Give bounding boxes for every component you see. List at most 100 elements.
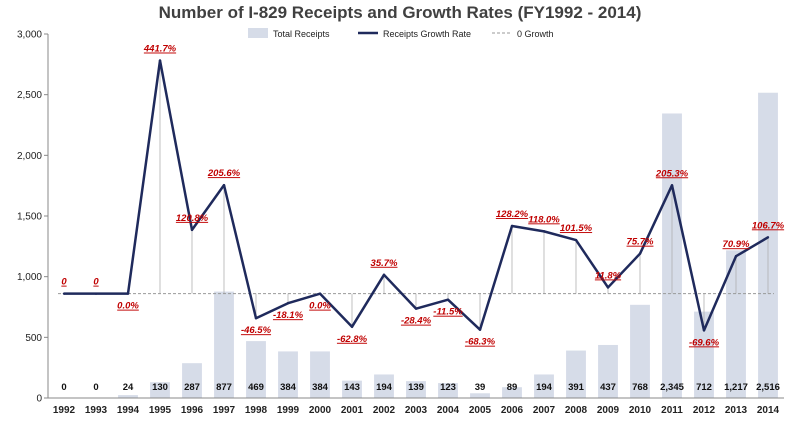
x-tick-label: 2012 (693, 405, 716, 416)
drop-lines (159, 60, 769, 331)
bar-labels: 0 0 24 130 287 877 469 384 384 143 194 139 123 39 89 19… (61, 382, 780, 393)
growth-rate-point (350, 325, 354, 328)
bar-value-label: 384 (312, 382, 329, 393)
bar-value-label: 194 (376, 382, 393, 393)
growth-rate-label: -11.5% (433, 307, 463, 318)
x-tick-label: 2003 (405, 405, 428, 416)
growth-rate-point (382, 273, 386, 277)
growth-rate-point (190, 228, 194, 232)
growth-rate-label: -46.5% (241, 325, 272, 336)
bar-value-label: 24 (123, 382, 134, 393)
growth-rate-point (286, 302, 290, 305)
y-tick-label: 1,500 (17, 212, 42, 223)
bar-value-label: 1,217 (724, 382, 748, 393)
legend: Total Receipts Receipts Growth Rate 0 Gr… (248, 28, 554, 39)
bar (150, 382, 170, 398)
bar-value-label: 391 (568, 382, 585, 393)
bar-value-label: 39 (475, 382, 486, 393)
growth-rate-label: 118.0% (528, 214, 560, 225)
bar (342, 380, 362, 398)
y-tick-label: 3,000 (17, 30, 42, 41)
chart-title: Number of I-829 Receipts and Growth Rate… (158, 3, 642, 22)
y-tick-label: 500 (25, 333, 42, 344)
growth-rate-label: 205.6% (207, 168, 241, 179)
bar-value-label: 768 (632, 382, 648, 393)
growth-rate-point (318, 292, 322, 295)
x-tick-label: 2008 (565, 405, 588, 416)
x-tick-label: 2013 (725, 405, 748, 416)
growth-rate-label: 120.8% (176, 213, 209, 224)
growth-rate-label: -18.1% (273, 310, 304, 321)
x-tick-label: 1997 (213, 405, 236, 416)
x-tick-label: 1998 (245, 405, 268, 416)
growth-rate-point (62, 292, 66, 295)
x-tick-label: 2009 (597, 405, 620, 416)
growth-rate-label: 70.9% (723, 239, 750, 250)
growth-rate-point (510, 224, 514, 228)
x-tick-label: 2005 (469, 405, 492, 416)
x-tick-label: 2010 (629, 405, 652, 416)
bar (118, 395, 138, 398)
growth-rate-point (670, 184, 674, 187)
bar-value-label: 139 (408, 382, 424, 393)
growth-rate-point (766, 236, 770, 239)
growth-rate-label: 205.3% (655, 168, 689, 179)
growth-rate-label: 441.7% (143, 44, 177, 55)
x-tick-label: 1992 (53, 405, 76, 416)
x-tick-label: 1995 (149, 405, 172, 416)
bar-value-label: 0 (61, 382, 66, 393)
bar (694, 311, 714, 398)
bar (278, 351, 298, 398)
x-tick-label: 2007 (533, 405, 556, 416)
x-axis: 1992 1993 1994 1995 1996 1997 1998 1999 2000 2001… (48, 397, 784, 416)
bar-value-label: 2,345 (660, 382, 684, 393)
growth-rate-label: 75.7% (627, 237, 654, 248)
bar-value-label: 469 (248, 382, 264, 393)
bar (182, 363, 202, 398)
x-tick-label: 1993 (85, 405, 108, 416)
bar-value-label: 194 (536, 382, 553, 393)
y-tick-label: 2,500 (17, 90, 42, 101)
bar (246, 341, 266, 398)
y-tick-label: 2,000 (17, 151, 42, 162)
bar (566, 350, 586, 398)
growth-rate-label: -69.6% (689, 337, 720, 348)
bars (118, 92, 778, 399)
bar-value-label: 123 (440, 382, 456, 393)
growth-rate-label: -62.8% (337, 334, 368, 345)
y-tick-label: 1,000 (17, 272, 42, 283)
growth-rate-label: 128.2% (496, 209, 529, 220)
growth-rate-label: 0 (93, 277, 99, 288)
growth-rate-point (414, 307, 418, 310)
x-tick-label: 2002 (373, 405, 396, 416)
x-tick-label: 2014 (757, 405, 780, 416)
x-tick-label: 2000 (309, 405, 332, 416)
x-tick-label: 2011 (661, 405, 683, 416)
x-tick-label: 1996 (181, 405, 204, 416)
bar (598, 344, 618, 398)
x-tick-label: 2006 (501, 405, 524, 416)
y-tick-label: 0 (36, 394, 42, 405)
growth-rate-point (574, 238, 578, 242)
bar-value-label: 143 (344, 382, 360, 393)
bar (502, 387, 522, 398)
growth-rate-label: 0.0% (117, 301, 139, 312)
growth-rate-label: 11.8% (595, 270, 622, 281)
growth-rate-label: 101.5% (560, 223, 593, 234)
legend-swatch-total-receipts (248, 28, 268, 38)
growth-rate-label: -28.4% (401, 316, 432, 327)
legend-label-growth-rate: Receipts Growth Rate (383, 29, 471, 39)
bar (374, 374, 394, 398)
growth-rate-point (254, 316, 258, 320)
x-tick-label: 2004 (437, 405, 460, 416)
bar (214, 291, 234, 398)
bar-value-label: 877 (216, 382, 232, 393)
bar (470, 393, 490, 398)
bar-value-label: 287 (184, 382, 200, 393)
bar (534, 374, 554, 398)
legend-label-zero-growth: 0 Growth (517, 29, 554, 39)
bar (726, 250, 746, 398)
x-tick-label: 1999 (277, 405, 300, 416)
growth-rate-label: 35.7% (371, 258, 398, 269)
